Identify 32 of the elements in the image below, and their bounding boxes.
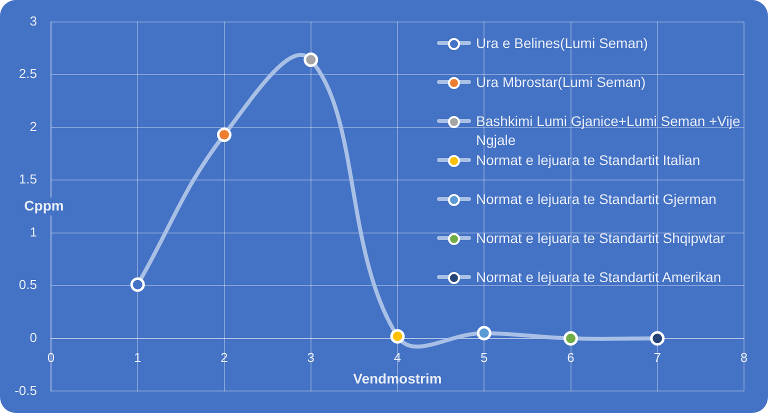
y-tick-label: 2.5 bbox=[18, 66, 37, 82]
x-tick-label: 2 bbox=[220, 350, 228, 365]
y-tick-label: 2 bbox=[30, 118, 37, 134]
point bbox=[304, 52, 318, 68]
y-tick-label: -0.5 bbox=[14, 382, 37, 398]
y-tick-label: 1.5 bbox=[18, 172, 37, 187]
point bbox=[564, 331, 578, 346]
x-tick-label: 1 bbox=[134, 350, 142, 365]
x-axis-title: Vendmostrim bbox=[353, 370, 442, 386]
point bbox=[476, 326, 492, 340]
legend-label: Normat e lejuara te Standartit Amerikan bbox=[476, 268, 722, 287]
point bbox=[130, 277, 145, 292]
legend-label: Bashkimi Lumi Gjanice+Lumi Seman +Vije Ngjale bbox=[476, 112, 742, 150]
point bbox=[390, 329, 405, 344]
legend-label: Normat e lejuara te Standartit Shqipwtar bbox=[476, 229, 726, 248]
y-tick-label: 1 bbox=[30, 224, 37, 240]
x-tick-label: 6 bbox=[567, 350, 574, 365]
legend-label: Ura e Belines(Lumi Seman) bbox=[476, 34, 649, 53]
x-tick-label: 3 bbox=[307, 350, 314, 365]
point bbox=[217, 127, 232, 142]
legend-label: Normat e lejuara te Standartit Gjerman bbox=[476, 190, 718, 209]
x-tick-label: 8 bbox=[740, 350, 748, 365]
legend-label: Normat e lejuara te Standartit Italian bbox=[476, 151, 702, 170]
y-tick-label: 0.5 bbox=[18, 277, 37, 292]
y-axis-title: Cppm bbox=[24, 197, 64, 214]
x-tick-label: 4 bbox=[394, 350, 402, 365]
x-tick-label: 5 bbox=[480, 350, 488, 365]
x-tick-label: 7 bbox=[654, 350, 661, 365]
y-tick-label: 0 bbox=[30, 330, 37, 346]
point bbox=[650, 331, 665, 346]
legend-label: Ura Mbrostar(Lumi Seman) bbox=[476, 73, 647, 92]
y-tick-label: 3 bbox=[30, 13, 37, 28]
